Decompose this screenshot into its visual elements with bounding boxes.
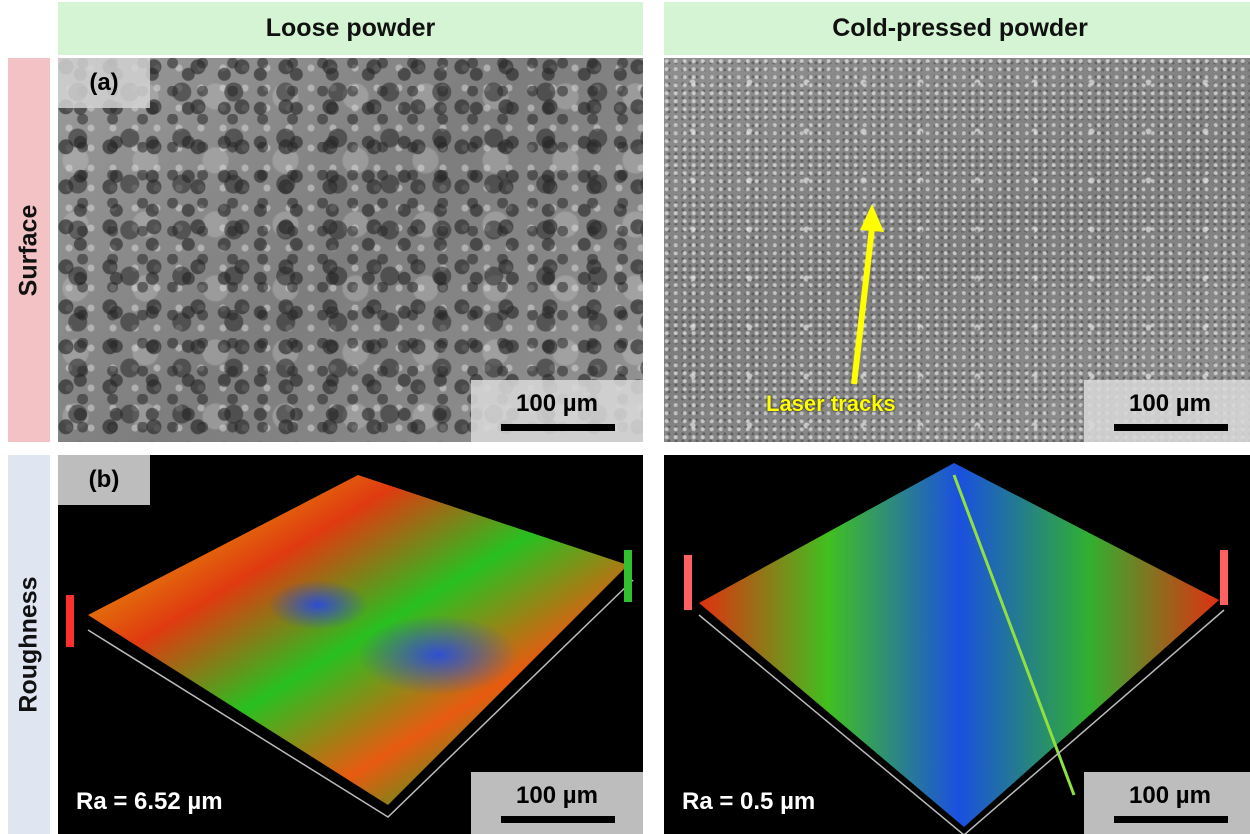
laser-track-arrow [851,204,884,385]
scale-bar-line [1114,424,1228,431]
sem-image-loose-powder: (a) 100 µm [58,58,643,442]
row-header-roughness-label: Roughness [14,576,43,713]
scale-bar-text: 100 µm [1129,390,1211,417]
surface-topography-3d-loose [66,475,634,818]
sem-image-cold-pressed-powder: Laser tracks 100 µm [664,58,1250,442]
panel-label-b: (b) [58,455,150,505]
roughness-map-loose-powder: (b) Ra = 6.52 µm 100 µm [58,455,643,834]
laser-tracks-annotation: Laser tracks [766,391,896,416]
scale-bar-text: 100 µm [516,390,598,417]
scale-bar-surface-cold: 100 µm [1084,380,1250,442]
scale-bar-text: 100 µm [1129,782,1211,809]
roughness-map-cold-pressed-powder: Ra = 0.5 µm 100 µm [664,455,1250,834]
scale-bar-line [501,816,615,823]
scale-bar-rough-loose: 100 µm [471,772,643,834]
scale-bar-rough-cold: 100 µm [1084,772,1250,834]
scale-bar-line [501,424,615,431]
ra-value-cold: Ra = 0.5 µm [682,788,816,815]
scale-bar-text: 100 µm [516,782,598,809]
row-header-surface: Surface [8,58,50,442]
column-header-loose-powder: Loose powder [58,2,643,55]
column-header-cold-pressed-powder: Cold-pressed powder [664,2,1250,55]
surface-topography-3d-cold [684,463,1228,834]
row-header-surface-label: Surface [14,204,43,296]
scale-bar-line [1114,816,1228,823]
scale-bar-surface-loose: 100 µm [471,380,643,442]
ra-value-loose: Ra = 6.52 µm [76,788,223,815]
row-header-roughness: Roughness [8,455,50,834]
panel-label-a: (a) [58,58,150,108]
